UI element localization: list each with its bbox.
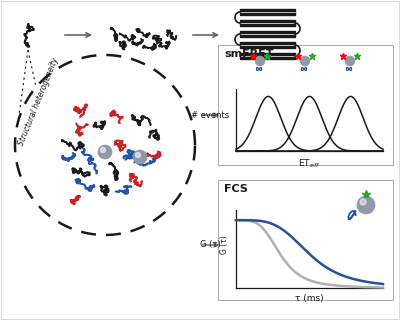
Text: smFRET: smFRET: [224, 49, 274, 59]
Text: G (τ): G (τ): [200, 241, 220, 250]
Text: ET$_{eff}$: ET$_{eff}$: [298, 157, 321, 170]
Circle shape: [345, 56, 355, 66]
Circle shape: [136, 153, 140, 157]
Circle shape: [300, 56, 310, 66]
Text: Structural heterogeneity: Structural heterogeneity: [16, 57, 60, 148]
Circle shape: [357, 196, 375, 214]
Text: G (τ): G (τ): [220, 236, 228, 254]
Text: FCS: FCS: [224, 184, 248, 194]
Circle shape: [360, 199, 366, 205]
Circle shape: [255, 56, 265, 66]
Text: # events: # events: [191, 110, 229, 119]
FancyBboxPatch shape: [218, 45, 393, 165]
Circle shape: [133, 150, 147, 164]
Text: τ (ms): τ (ms): [295, 294, 324, 303]
Circle shape: [98, 145, 112, 159]
FancyBboxPatch shape: [218, 180, 393, 300]
Circle shape: [100, 148, 106, 153]
